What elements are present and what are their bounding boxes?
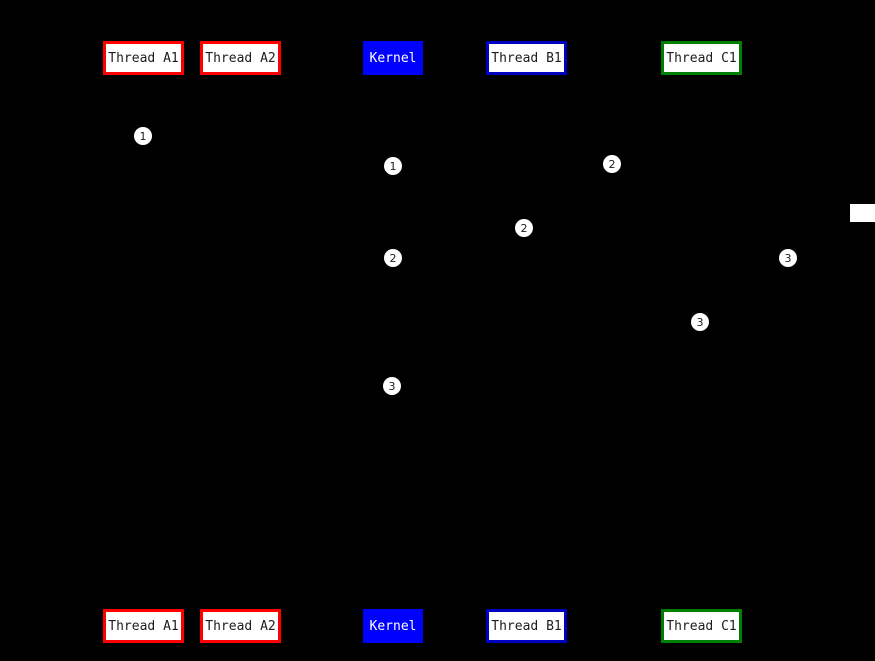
lifeline-thread-b1 [526, 75, 527, 609]
participant-label: Thread B1 [491, 618, 562, 634]
participant-box-thread-a2-bottom[interactable]: Thread A2 [200, 609, 281, 643]
participant-box-kernel-top[interactable]: Kernel [363, 41, 423, 75]
participant-box-kernel-bottom[interactable]: Kernel [363, 609, 423, 643]
lifeline-thread-c1 [701, 75, 702, 609]
sequence-number-badge: 3 [779, 249, 797, 267]
participant-label: Thread A1 [108, 50, 179, 66]
message-arrow-6 [701, 258, 851, 259]
lifeline-thread-a1 [143, 75, 144, 609]
message-arrow-8 [143, 386, 393, 387]
sequence-number-badge: 3 [383, 377, 401, 395]
sequence-number-badge: 1 [134, 127, 152, 145]
participant-label: Thread B1 [491, 50, 562, 66]
sequence-number-text: 3 [696, 315, 704, 329]
sequence-number-badge: 2 [515, 219, 533, 237]
sequence-number-badge: 2 [603, 155, 621, 173]
message-arrow-2 [393, 166, 526, 167]
message-arrow-4 [526, 228, 701, 229]
sequence-number-text: 2 [608, 157, 616, 171]
participant-box-thread-c1-top[interactable]: Thread C1 [661, 41, 742, 75]
participant-label: Kernel [369, 618, 417, 634]
participant-box-thread-a2-top[interactable]: Thread A2 [200, 41, 281, 75]
sequence-number-badge: 1 [384, 157, 402, 175]
participant-label: Thread A1 [108, 618, 179, 634]
sequence-number-text: 2 [389, 251, 397, 265]
message-arrow-5 [393, 258, 526, 259]
participant-label: Thread C1 [666, 50, 737, 66]
participant-box-thread-c1-bottom[interactable]: Thread C1 [661, 609, 742, 643]
lifeline-kernel [393, 75, 394, 609]
participant-label: Thread A2 [205, 618, 276, 634]
participant-label: Thread C1 [666, 618, 737, 634]
participant-label: Thread A2 [205, 50, 276, 66]
sequence-number-badge: 2 [384, 249, 402, 267]
sequence-number-text: 3 [784, 251, 792, 265]
participant-label: Kernel [369, 50, 417, 66]
participant-box-thread-a1-top[interactable]: Thread A1 [103, 41, 184, 75]
message-arrow-7 [393, 322, 701, 323]
lifeline-thread-a2 [240, 75, 241, 609]
sequence-number-badge: 3 [691, 313, 709, 331]
sequence-number-text: 3 [388, 379, 396, 393]
sequence-number-text: 1 [139, 129, 147, 143]
clipped-note-box [850, 204, 875, 222]
participant-box-thread-a1-bottom[interactable]: Thread A1 [103, 609, 184, 643]
participant-box-thread-b1-top[interactable]: Thread B1 [486, 41, 567, 75]
sequence-number-text: 1 [389, 159, 397, 173]
message-arrow-1 [143, 136, 393, 137]
sequence-number-text: 2 [520, 221, 528, 235]
participant-box-thread-b1-bottom[interactable]: Thread B1 [486, 609, 567, 643]
